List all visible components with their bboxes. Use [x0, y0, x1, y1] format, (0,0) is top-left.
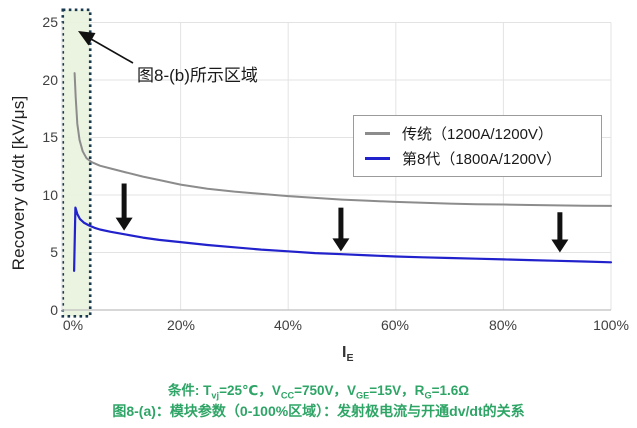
legend-item-gen8: 第8代（1800A/1200V）	[354, 148, 601, 169]
test-conditions-text: 条件: Tvj=25℃，VCC=750V，VGE=15V，RG=1.6Ω	[167, 383, 470, 401]
x-axis-tick: 100%	[593, 317, 629, 333]
x-axis-tick: 80%	[488, 317, 518, 333]
y-axis-tick: 10	[42, 187, 58, 203]
figure-caption: 图8-(a)：模块参数（0-100%区域）：发射极电流与开通dv/dt的关系	[112, 403, 525, 419]
legend-label: 第8代（1800A/1200V）	[402, 151, 562, 169]
x-axis-label: IE	[342, 344, 354, 365]
x-axis-tick: 0%	[62, 317, 84, 333]
y-axis-tick: 0	[50, 302, 58, 318]
legend-item-traditional: 传统（1200A/1200V）	[354, 123, 601, 144]
x-axis-tick: 40%	[273, 317, 303, 333]
traditional-line-swatch	[365, 131, 390, 135]
y-axis-tick: 15	[42, 129, 58, 145]
y-axis-tick: 5	[50, 244, 58, 260]
x-axis-tick: 20%	[166, 317, 196, 333]
legend: 传统（1200A/1200V） 第8代（1800A/1200V）	[353, 115, 602, 177]
region-callout-label: 图8-(b)所示区域	[137, 66, 258, 85]
y-axis-tick: 25	[42, 14, 58, 30]
x-axis-tick: 60%	[380, 317, 410, 333]
gen8-line-swatch	[365, 157, 390, 161]
y-axis-tick: 20	[42, 72, 58, 88]
chart-plot-area	[61, 8, 613, 318]
legend-label: 传统（1200A/1200V）	[402, 125, 553, 143]
